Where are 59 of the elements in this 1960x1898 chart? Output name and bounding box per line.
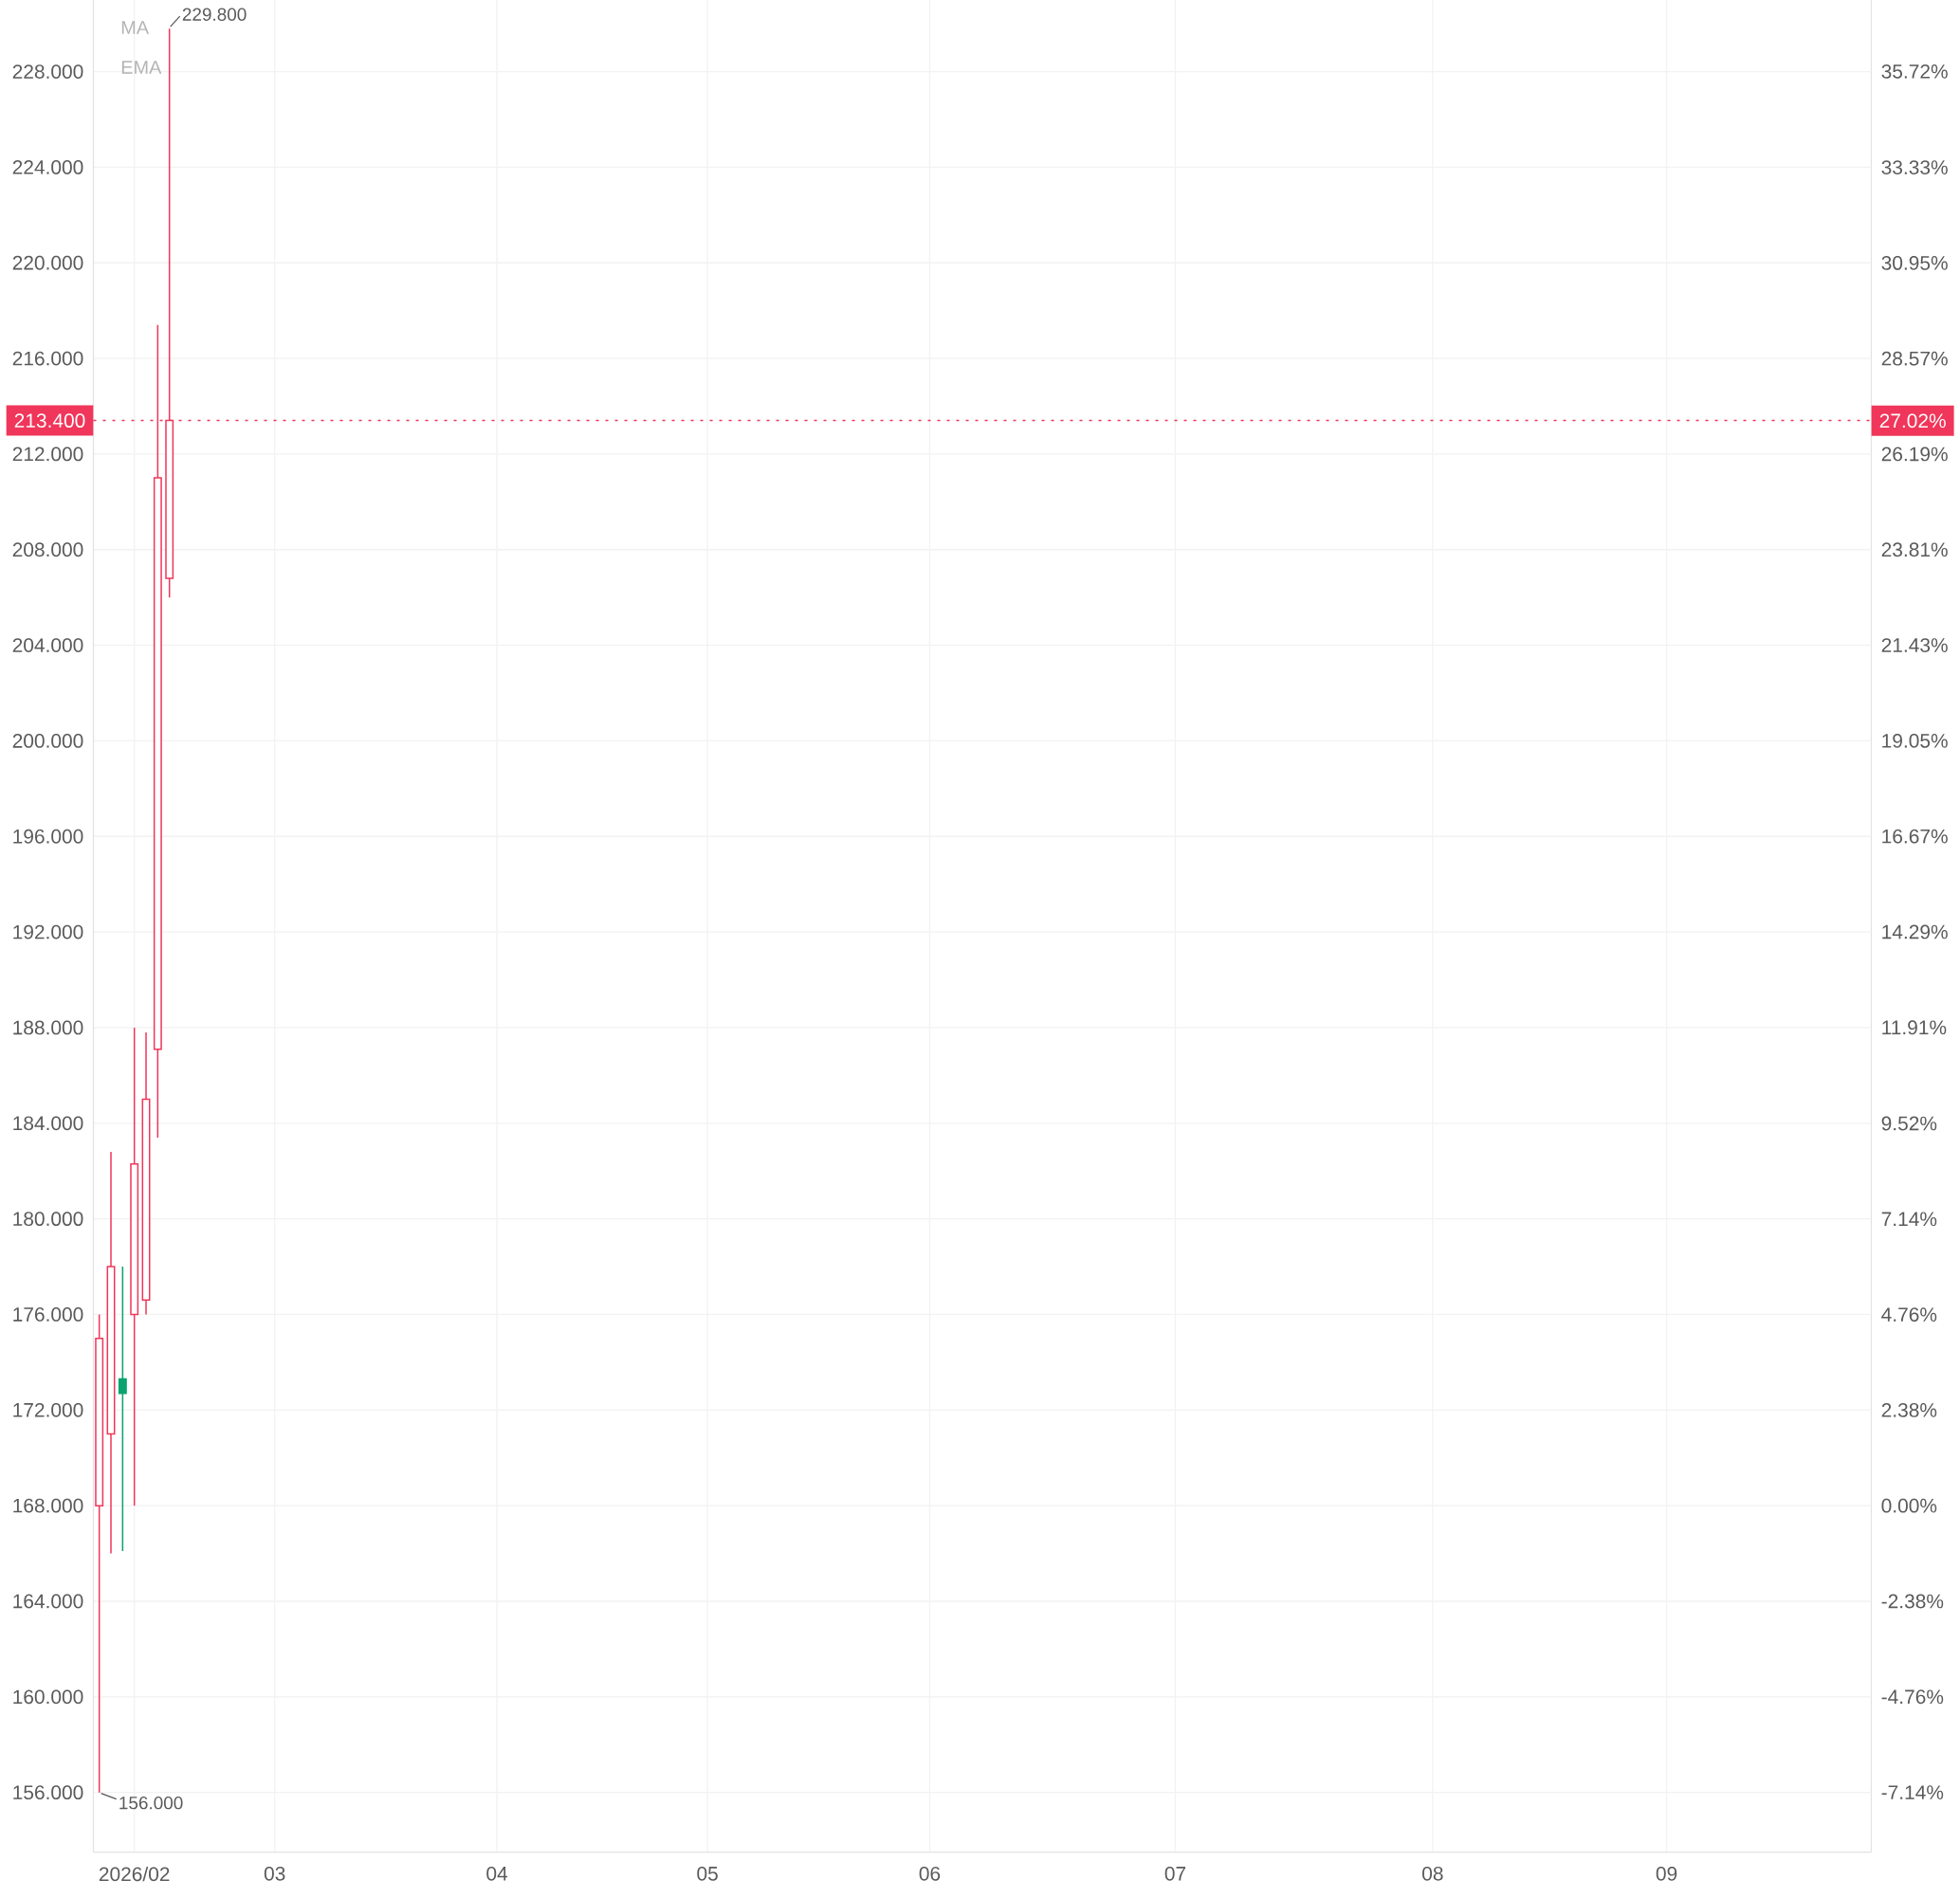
y2-tick-label: 0.00% <box>1881 1498 1937 1513</box>
y-tick-label: 164.000 <box>13 1594 83 1609</box>
y-tick-label: 216.000 <box>12 351 83 366</box>
y-tick-label: 160.000 <box>13 1689 83 1705</box>
y2-tick-label: 2.38% <box>1881 1402 1937 1417</box>
y2-tick-label: 16.67% <box>1882 829 1948 844</box>
candlestick <box>153 324 162 1139</box>
y2-tick-label: -4.76% <box>1881 1689 1944 1705</box>
annotation: 156.000 <box>119 1796 183 1810</box>
x-tick-label: 07 <box>1164 1866 1186 1881</box>
candlestick <box>118 1266 127 1552</box>
y-tick-label: 176.000 <box>13 1307 83 1322</box>
y-tick-label: 172.000 <box>13 1402 83 1417</box>
x-tick-label: 2026/02 <box>99 1866 170 1882</box>
ref-line-label: 213.400 <box>14 413 85 429</box>
y-tick-label: 192.000 <box>13 924 83 940</box>
x-tick-label: 09 <box>1656 1866 1677 1881</box>
candlestick <box>130 1027 139 1506</box>
y2-tick-label: -7.14% <box>1881 1785 1944 1799</box>
y2-tick-label: 26.19% <box>1881 447 1948 462</box>
x-tick-label: 03 <box>264 1866 285 1881</box>
y-tick-label: 224.000 <box>12 159 83 174</box>
y-tick-label: 196.000 <box>13 829 83 844</box>
y-tick-label: 180.000 <box>13 1212 83 1227</box>
y2-tick-label: 35.72% <box>1881 64 1948 79</box>
y-tick-label: 188.000 <box>13 1020 83 1035</box>
y-tick-label: 168.000 <box>13 1498 83 1513</box>
y-tick-label: 200.000 <box>12 734 83 748</box>
y2-tick-label: 14.29% <box>1882 924 1948 940</box>
y-tick-label: 184.000 <box>13 1116 83 1131</box>
y2-tick-label: 33.33% <box>1881 160 1948 174</box>
y-tick-label: 156.000 <box>13 1785 83 1800</box>
y2-tick-label: 27.02% <box>1879 413 1946 429</box>
annotation: EMA <box>121 61 162 74</box>
y2-tick-label: 4.76% <box>1881 1307 1937 1322</box>
y2-tick-label: 28.57% <box>1881 351 1948 366</box>
y2-tick-label: -2.38% <box>1881 1594 1944 1609</box>
y-tick-label: 212.000 <box>12 447 83 462</box>
y2-tick-label: 11.91% <box>1882 1020 1947 1035</box>
y2-tick-label: 19.05% <box>1882 733 1948 748</box>
candlestick <box>165 27 174 598</box>
candlestick <box>95 1313 104 1794</box>
x-tick-label: 06 <box>919 1866 941 1881</box>
y-tick-label: 220.000 <box>12 255 83 270</box>
y2-tick-label: 30.95% <box>1881 255 1948 270</box>
annotation: 229.800 <box>182 8 247 21</box>
y2-tick-label: 9.52% <box>1881 1116 1937 1131</box>
y2-tick-label: 7.14% <box>1881 1212 1937 1227</box>
candlestick <box>106 1151 116 1555</box>
annotation: MA <box>121 21 150 34</box>
candlestick <box>141 1031 151 1316</box>
y-tick-label: 228.000 <box>12 64 83 79</box>
y-tick-label: 204.000 <box>12 638 83 652</box>
x-tick-label: 05 <box>697 1866 718 1881</box>
y2-tick-label: 23.81% <box>1881 542 1948 557</box>
x-tick-label: 04 <box>486 1866 508 1881</box>
y-tick-label: 208.000 <box>12 542 83 557</box>
x-tick-label: 08 <box>1422 1866 1443 1881</box>
y2-tick-label: 21.43% <box>1881 638 1948 652</box>
